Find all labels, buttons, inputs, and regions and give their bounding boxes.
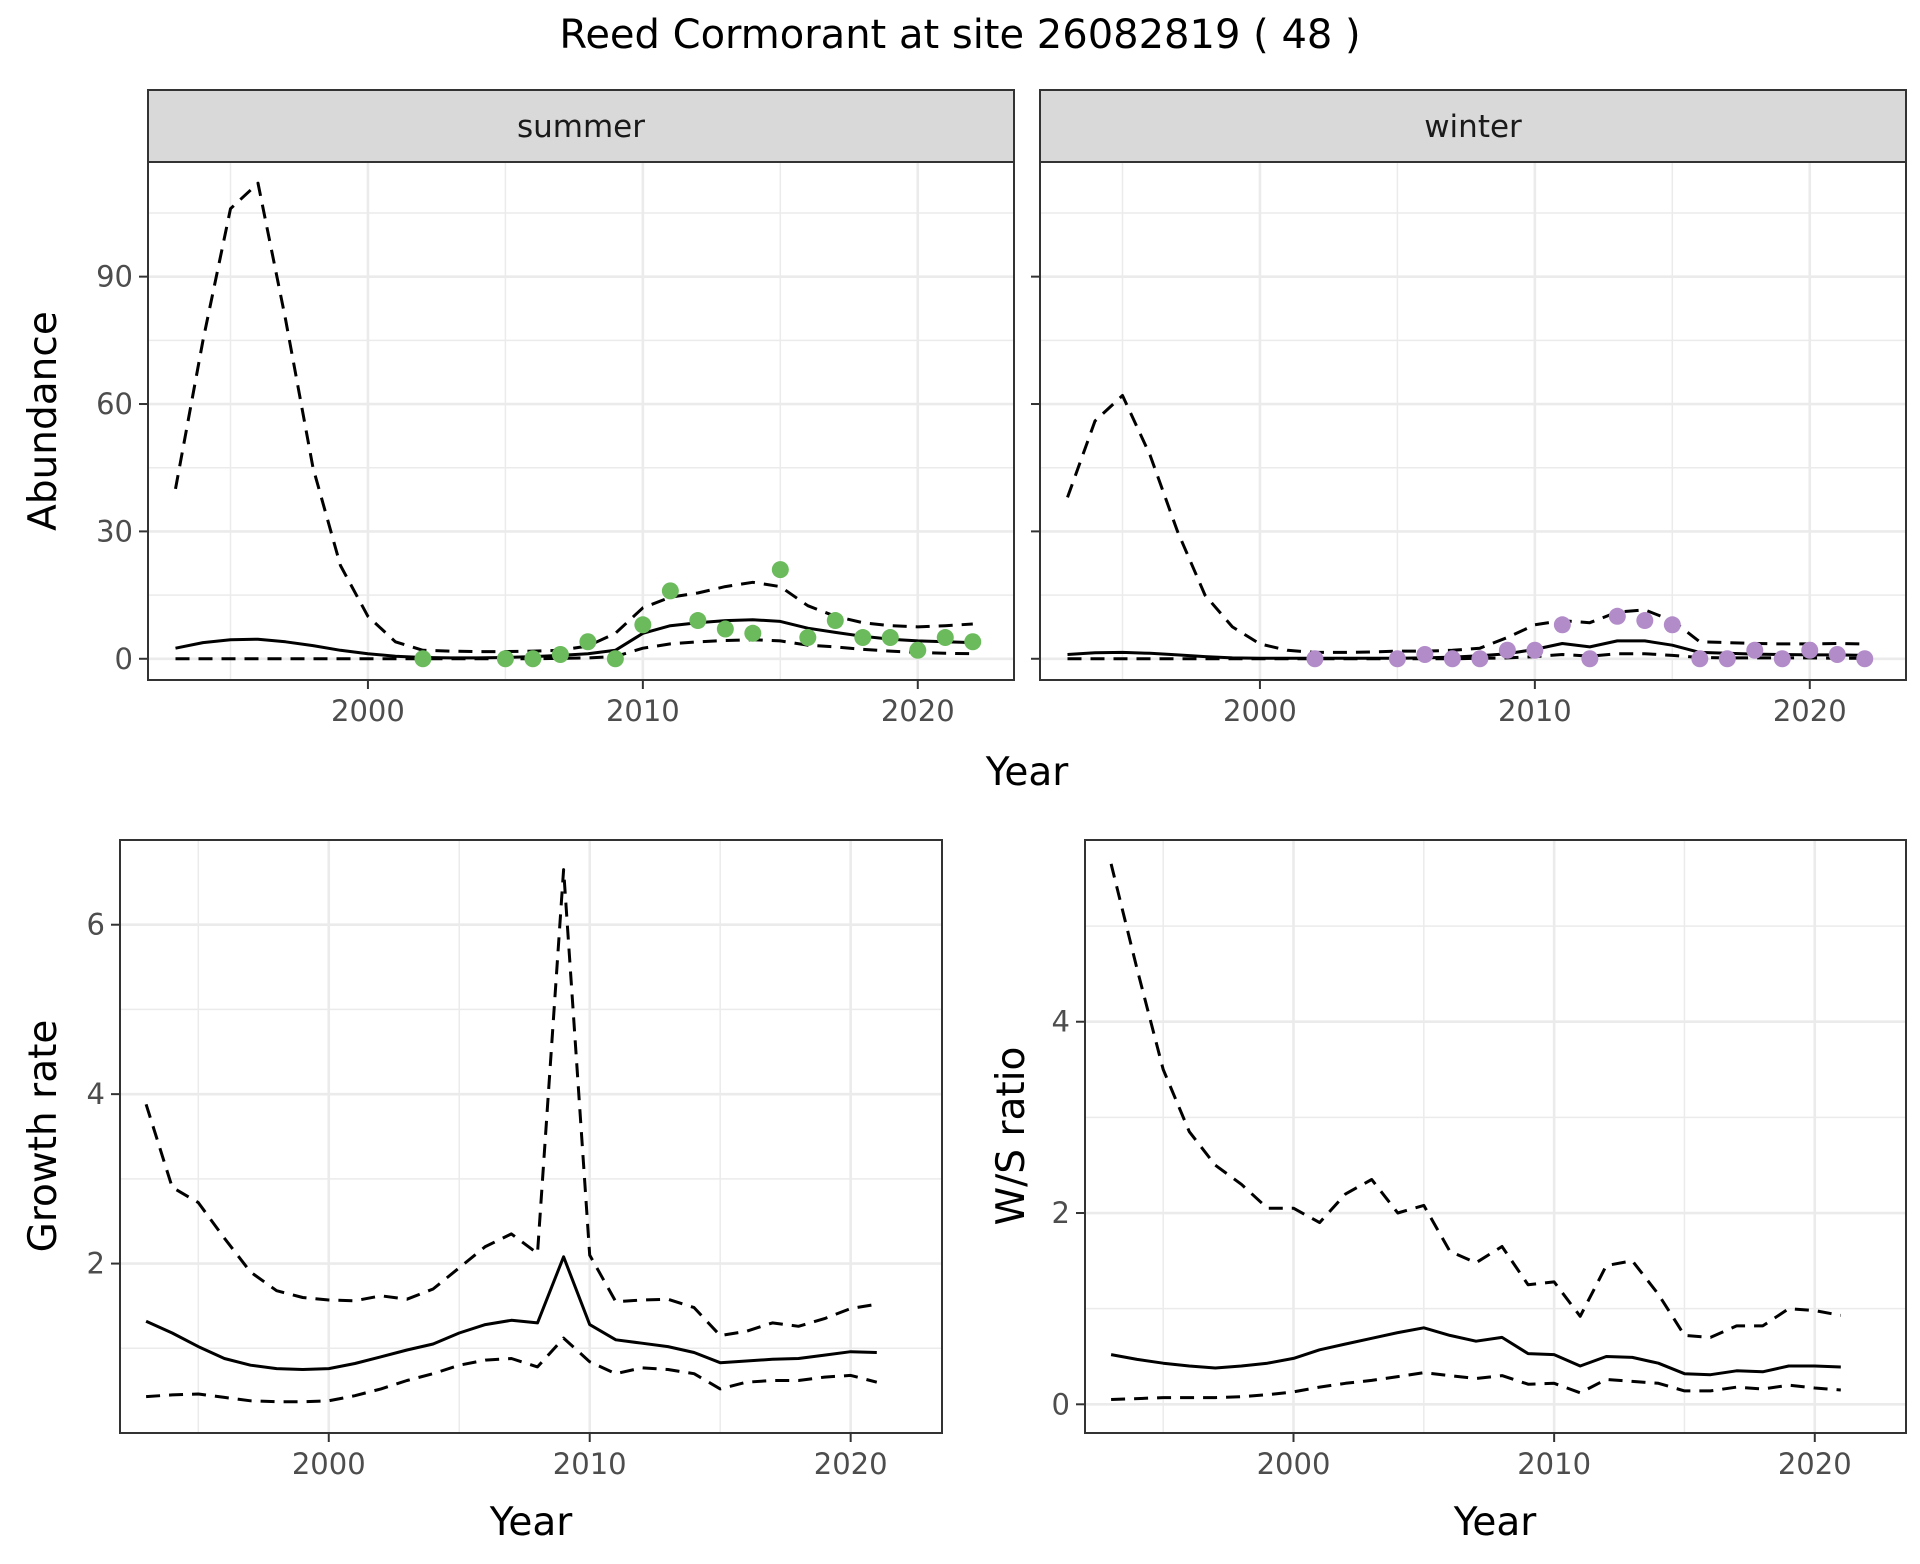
data-point bbox=[414, 650, 432, 668]
x-tick-label: 2010 bbox=[553, 1447, 627, 1481]
data-point bbox=[1856, 650, 1874, 668]
panel-1: summer 2000 2010 2020 0 30 60 90 Abundance bbox=[21, 89, 1015, 728]
x-tick-label: 2010 bbox=[1517, 1447, 1591, 1481]
panel-background bbox=[1040, 162, 1906, 680]
x-tick-label: 2010 bbox=[1498, 694, 1572, 728]
series-line-upper bbox=[144, 868, 878, 1338]
facet-label: summer bbox=[517, 109, 645, 145]
data-point bbox=[1443, 650, 1461, 668]
data-point bbox=[854, 629, 872, 647]
y-tick-label: 0 bbox=[115, 642, 133, 676]
data-point bbox=[1306, 650, 1324, 668]
data-point bbox=[551, 646, 569, 664]
data-point bbox=[1718, 650, 1736, 668]
x-tick-label: 2010 bbox=[606, 694, 680, 728]
series-line-lower bbox=[1111, 1371, 1841, 1401]
data-point bbox=[1581, 650, 1599, 668]
series-line-upper bbox=[1109, 863, 1842, 1339]
data-point bbox=[689, 612, 707, 630]
data-point bbox=[744, 624, 762, 642]
data-point bbox=[1388, 650, 1406, 668]
x-tick-label: 2000 bbox=[1223, 694, 1297, 728]
y-tick-label: 2 bbox=[87, 1247, 105, 1281]
data-point bbox=[1773, 650, 1791, 668]
y-tick-label: 0 bbox=[1052, 1387, 1070, 1421]
series-line-lower bbox=[146, 1336, 878, 1404]
panel-background bbox=[1085, 840, 1906, 1433]
data-point bbox=[579, 633, 597, 651]
panel-3: 2000 2010 2020 2 4 6 Growth rate Year bbox=[21, 839, 943, 1545]
data-point bbox=[936, 629, 954, 647]
x-axis-title-top: Year bbox=[985, 750, 1070, 795]
facet-label: winter bbox=[1424, 109, 1522, 145]
data-point bbox=[606, 650, 624, 668]
data-point bbox=[524, 650, 542, 668]
series-line-upper bbox=[1066, 394, 1865, 654]
data-point bbox=[1636, 612, 1654, 630]
panel-2: winter 2000 2010 2020 bbox=[1031, 89, 1907, 728]
x-tick-label: 2020 bbox=[1778, 1447, 1852, 1481]
panel-4: 2000 2010 2020 0 2 4 W/S ratio Year bbox=[989, 839, 1907, 1545]
x-tick-label: 2020 bbox=[881, 694, 955, 728]
y-tick-label: 4 bbox=[87, 1077, 105, 1111]
data-point bbox=[909, 641, 927, 659]
data-point bbox=[771, 561, 789, 579]
data-point bbox=[881, 629, 899, 647]
data-point bbox=[799, 629, 817, 647]
data-point bbox=[1416, 646, 1434, 664]
data-point bbox=[634, 616, 652, 634]
y-axis-title: Abundance bbox=[21, 311, 66, 531]
series-line-estimate bbox=[175, 618, 973, 660]
x-axis-title: Year bbox=[1453, 1500, 1538, 1545]
chart-title: Reed Cormorant at site 26082819 ( 48 ) bbox=[559, 12, 1360, 58]
x-tick-label: 2000 bbox=[292, 1447, 366, 1481]
y-tick-label: 60 bbox=[96, 387, 133, 421]
facet-strip bbox=[147, 89, 1015, 163]
data-point bbox=[1526, 641, 1544, 659]
x-axis-title: Year bbox=[489, 1500, 574, 1545]
data-point bbox=[1828, 646, 1846, 664]
data-point bbox=[1663, 616, 1681, 634]
y-tick-label: 30 bbox=[96, 514, 133, 548]
y-axis-title: Growth rate bbox=[21, 1020, 66, 1253]
panel-border bbox=[1084, 839, 1907, 1434]
data-point bbox=[1801, 641, 1819, 659]
data-point bbox=[1498, 641, 1516, 659]
data-point bbox=[1608, 607, 1626, 625]
y-tick-label: 4 bbox=[1052, 1005, 1070, 1039]
data-point bbox=[1691, 650, 1709, 668]
data-point bbox=[716, 620, 734, 638]
facet-strip bbox=[1039, 89, 1907, 163]
y-tick-label: 6 bbox=[87, 908, 105, 942]
series-line-lower bbox=[175, 638, 973, 661]
y-axis-title: W/S ratio bbox=[989, 1047, 1034, 1226]
x-tick-label: 2000 bbox=[331, 694, 405, 728]
data-point bbox=[964, 633, 982, 651]
series-line-estimate bbox=[1110, 1326, 1841, 1377]
data-point bbox=[1746, 641, 1764, 659]
x-tick-label: 2020 bbox=[1773, 694, 1847, 728]
series-line-lower bbox=[1067, 652, 1865, 661]
series-line-upper bbox=[174, 181, 973, 654]
y-tick-label: 90 bbox=[96, 260, 133, 294]
panel-background bbox=[120, 840, 942, 1433]
series-line-estimate bbox=[145, 1255, 877, 1371]
x-tick-label: 2000 bbox=[1257, 1447, 1331, 1481]
data-point bbox=[1471, 650, 1489, 668]
x-tick-label: 2020 bbox=[814, 1447, 888, 1481]
data-point bbox=[826, 612, 844, 630]
data-point bbox=[1553, 616, 1571, 634]
panel-border bbox=[119, 839, 943, 1434]
y-tick-label: 2 bbox=[1052, 1196, 1070, 1230]
data-point bbox=[496, 650, 514, 668]
panel-background bbox=[148, 162, 1014, 680]
data-point bbox=[661, 582, 679, 600]
